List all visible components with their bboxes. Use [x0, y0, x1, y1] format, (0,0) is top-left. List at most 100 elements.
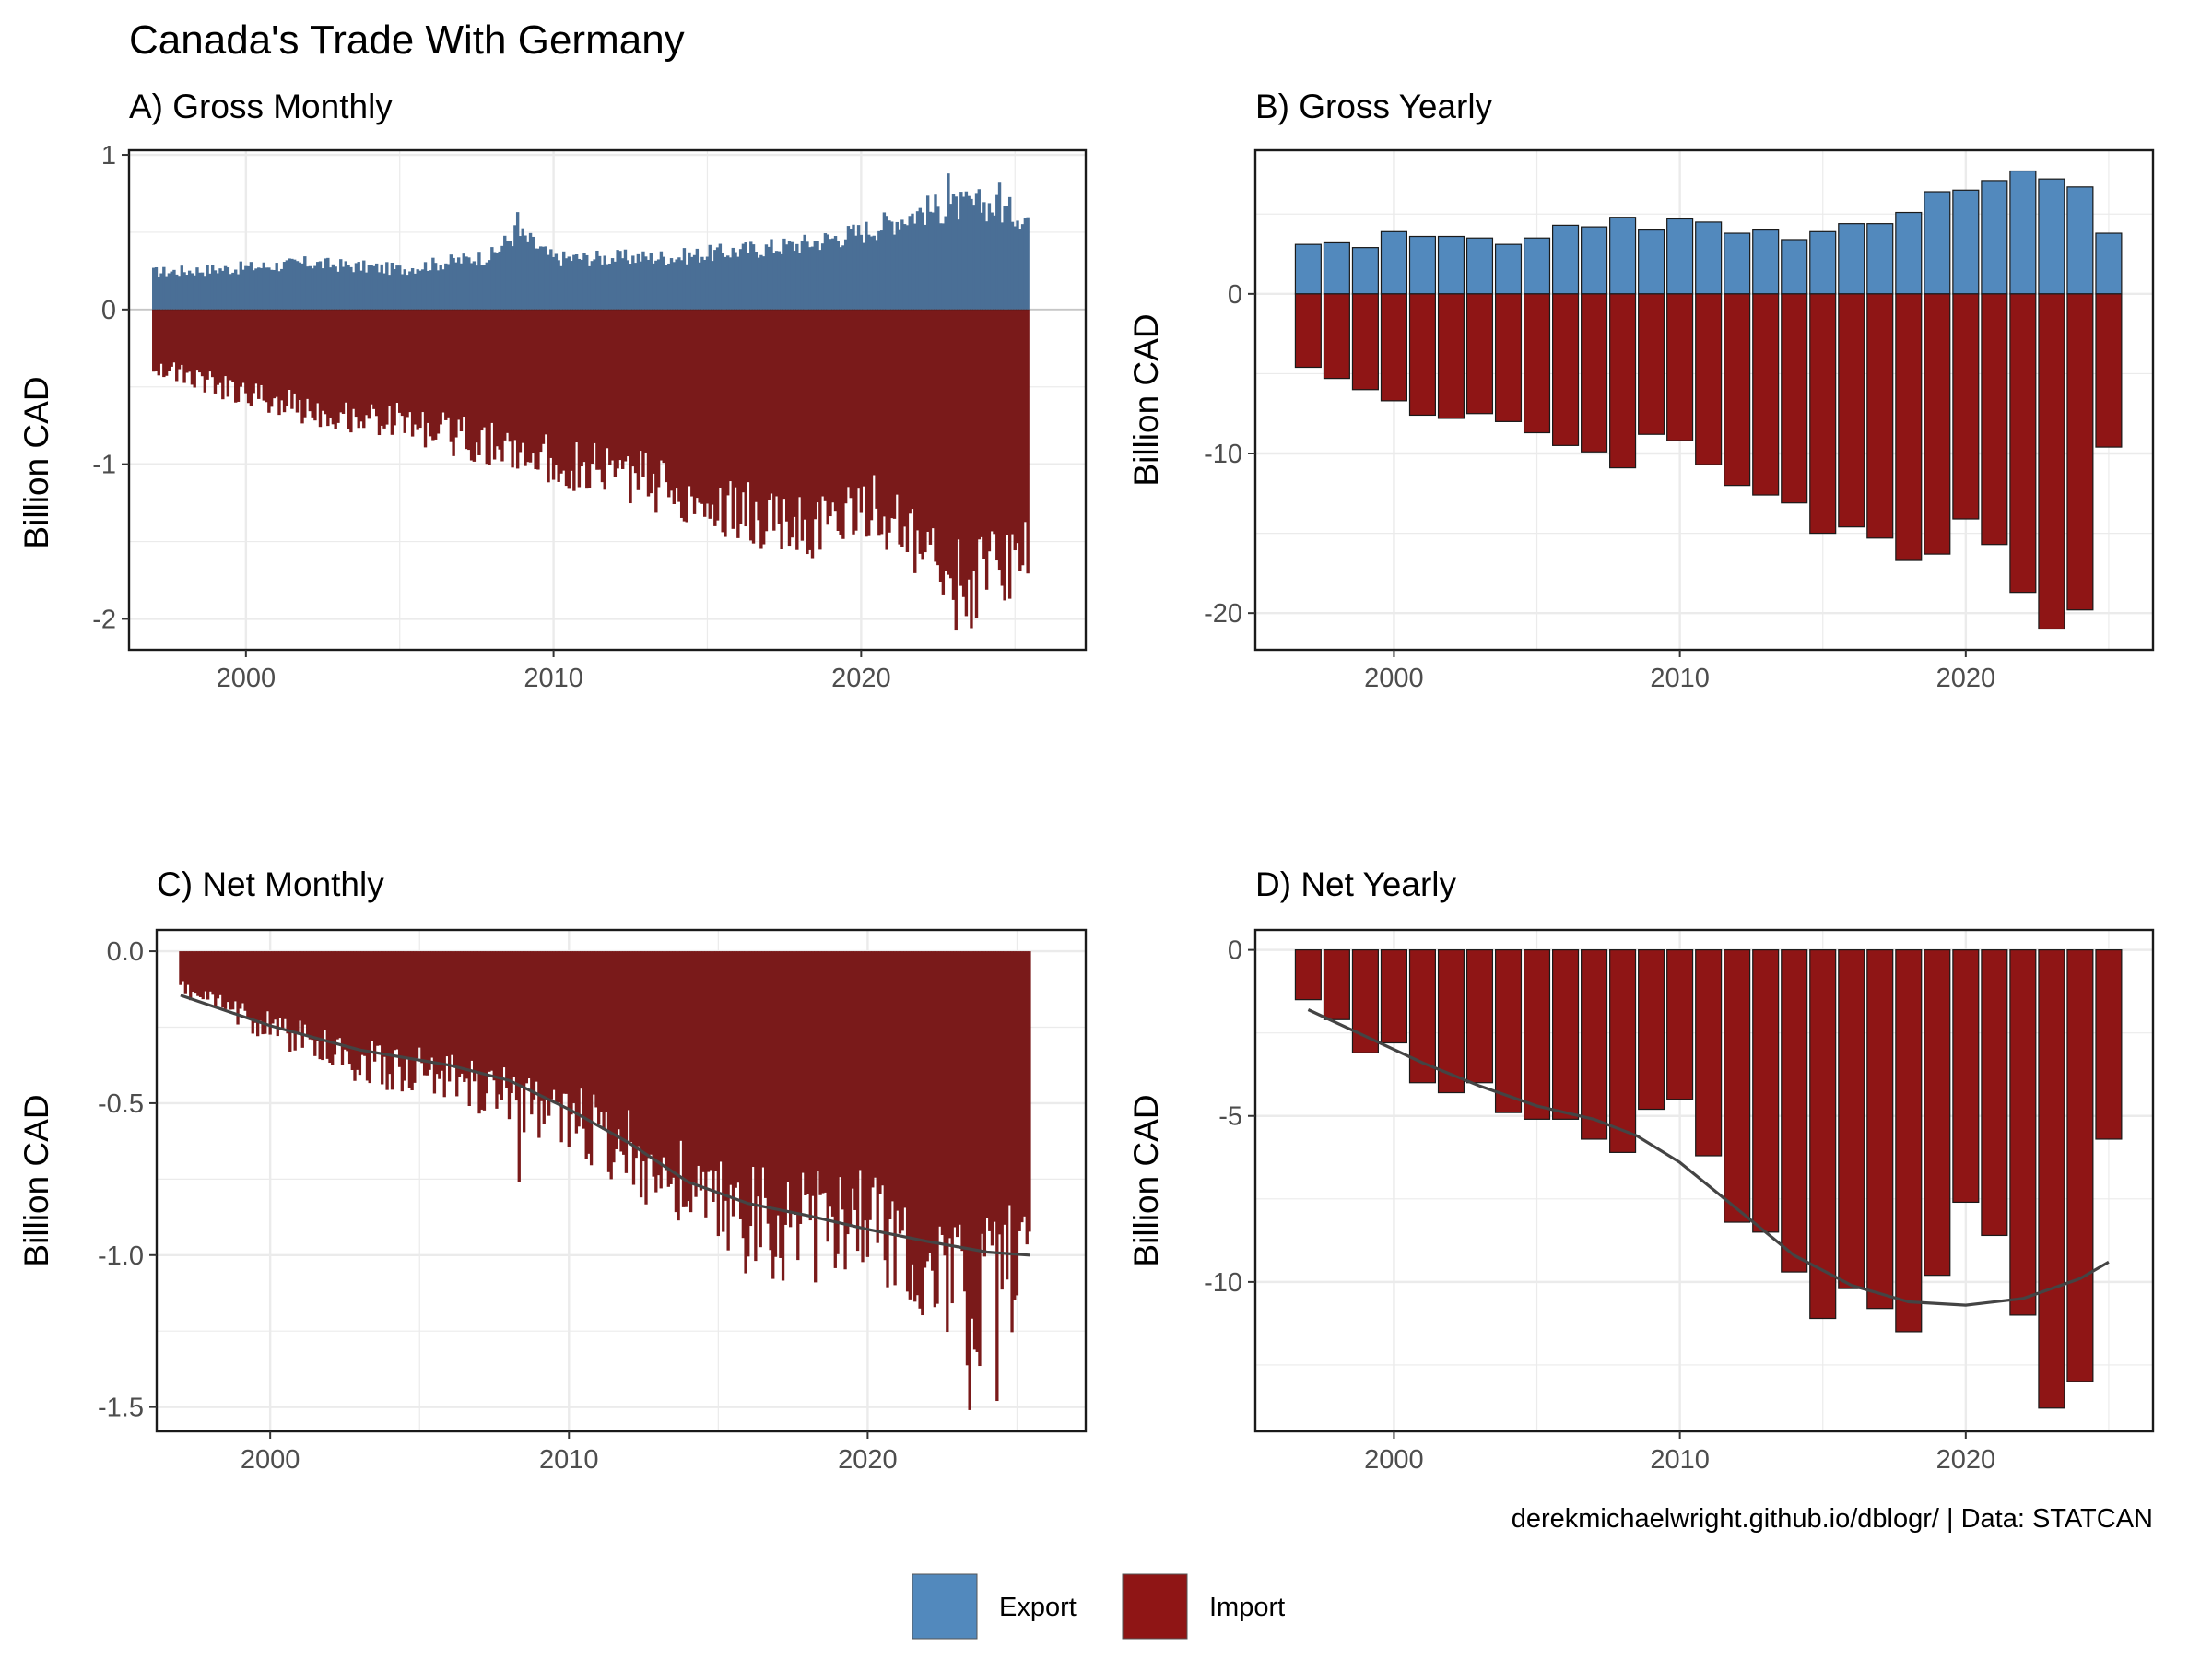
bar-export-monthly [941, 223, 946, 310]
bar-export-monthly [308, 265, 312, 310]
bar-export-monthly [295, 261, 300, 310]
bar-export-monthly [410, 268, 415, 310]
bar-net-monthly [340, 951, 345, 1065]
bar-net-monthly [738, 951, 743, 1219]
bar-net-monthly [848, 951, 853, 1227]
bar-import-monthly [877, 309, 881, 536]
bar-net-monthly [356, 951, 359, 1070]
bar-net-monthly [413, 951, 417, 1083]
bar-net-monthly [472, 951, 477, 1082]
bar-net-monthly [771, 951, 775, 1279]
bar-export-monthly [492, 252, 497, 310]
bar-import-monthly [633, 309, 638, 474]
bar-net-monthly [654, 951, 658, 1193]
bar-net-monthly [325, 951, 329, 1059]
bar-export-monthly [721, 253, 724, 310]
bar-import-monthly [644, 309, 648, 453]
bar-net-monthly [602, 951, 606, 1130]
bar-import-monthly [490, 309, 494, 423]
bar-import-monthly [277, 309, 281, 416]
bar-import-monthly [711, 309, 714, 505]
bar-net-monthly [712, 951, 715, 1202]
bar-import-monthly [918, 309, 923, 554]
bar-export-monthly [846, 226, 851, 310]
bar-import-monthly [911, 309, 914, 510]
bar-export-monthly [495, 253, 500, 310]
bar-export-monthly [931, 212, 935, 310]
bar-net-monthly [868, 951, 872, 1220]
bar-export-monthly [652, 263, 655, 310]
bar-net-monthly [514, 951, 519, 1101]
bar-net-monthly [627, 951, 630, 1111]
bar-net-monthly [547, 951, 551, 1116]
bar-export-monthly [993, 215, 996, 310]
bar-import-monthly [705, 309, 710, 504]
bar-import-monthly [400, 309, 405, 417]
bar-net-monthly [592, 951, 595, 1095]
bar-export-monthly [908, 216, 912, 310]
bar-export-monthly [782, 238, 786, 310]
smooth-trend-line [1307, 1008, 2110, 1307]
bar-export-monthly [679, 260, 684, 310]
bar-import-monthly [272, 309, 276, 399]
bar-import-monthly [759, 309, 763, 549]
bar-net-monthly [925, 951, 929, 1262]
bar-import-monthly [813, 309, 817, 520]
bar-import-monthly [157, 309, 160, 376]
bar-export-monthly [793, 251, 796, 310]
bar-export-monthly [536, 248, 540, 310]
bar-net-monthly [769, 951, 772, 1251]
bar-net-monthly [814, 951, 818, 1283]
bar-import-monthly [862, 309, 865, 487]
bar-export-monthly [913, 223, 917, 310]
bar-import-monthly [854, 309, 858, 531]
bar-export-monthly [572, 254, 576, 310]
bar-net-yearly [1581, 949, 1608, 1140]
bar-export-monthly [482, 265, 487, 310]
panel-c-frame [155, 928, 1088, 1433]
bar-import-monthly [810, 309, 815, 559]
bar-export-monthly [734, 252, 737, 310]
bar-import-monthly [313, 309, 317, 421]
bar-net-monthly [296, 951, 300, 1035]
bar-import-monthly [623, 309, 628, 462]
bar-import-monthly [236, 309, 241, 402]
bar-net-monthly [679, 951, 683, 1141]
bar-import-monthly [341, 309, 346, 414]
bar-import-monthly [1018, 309, 1022, 571]
bar-net-monthly [965, 951, 970, 1366]
bar-net-monthly [442, 951, 446, 1098]
bar-import-monthly [649, 309, 653, 494]
bar-net-monthly [555, 951, 559, 1104]
bar-import-monthly [977, 309, 981, 540]
bar-net-monthly [261, 951, 265, 1035]
bar-net-monthly [381, 951, 384, 1085]
bar-export-monthly [280, 268, 284, 310]
bar-export-monthly [644, 256, 648, 310]
bar-net-monthly [997, 951, 1002, 1235]
bar-net-yearly [1494, 949, 1523, 1113]
bar-export-monthly [429, 270, 432, 310]
bar-import-monthly [364, 309, 369, 416]
bar-import-monthly [816, 309, 819, 503]
bar-export-monthly [656, 259, 661, 310]
bar-export-monthly [806, 241, 809, 310]
bar-export-monthly [736, 256, 740, 310]
bar-net-monthly [898, 951, 902, 1234]
bar-import-monthly [646, 309, 651, 497]
bar-export-monthly [177, 276, 182, 310]
bar-export-monthly [267, 267, 271, 310]
bar-export-monthly [524, 235, 527, 310]
bar-export-monthly [423, 262, 428, 310]
x-tick-label: 2010 [539, 1445, 599, 1475]
bar-net-monthly [975, 951, 979, 1352]
bar-net-yearly [1952, 949, 1980, 1204]
bar-export-monthly [810, 246, 815, 310]
bar-net-monthly [524, 951, 529, 1084]
bar-import-monthly [164, 309, 169, 376]
bar-import-monthly [259, 309, 264, 385]
bar-import-monthly [300, 309, 304, 424]
x-tick-label: 2020 [1936, 1445, 1996, 1475]
legend-label-export: Export [999, 1593, 1077, 1622]
bar-import-monthly [610, 309, 615, 461]
